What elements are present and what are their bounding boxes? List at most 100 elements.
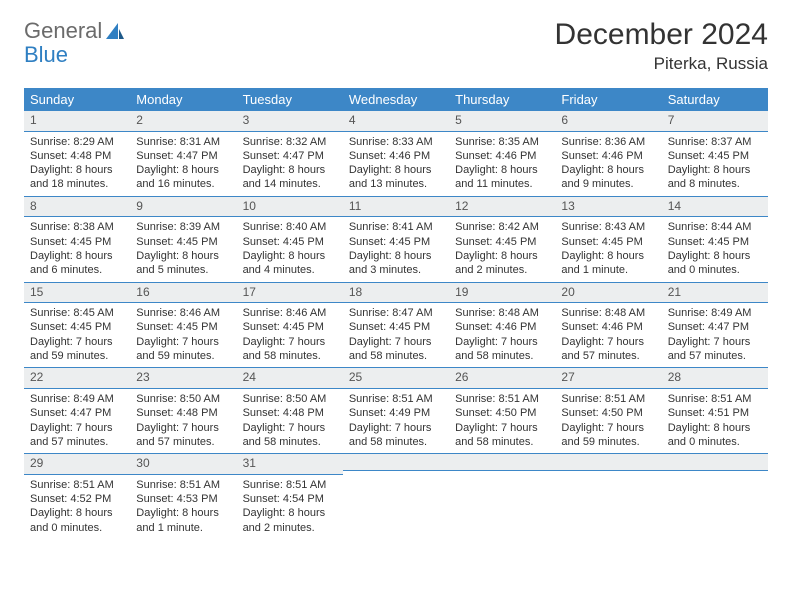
calendar-day-cell: 9Sunrise: 8:39 AMSunset: 4:45 PMDaylight… [130,196,236,282]
day-body: Sunrise: 8:51 AMSunset: 4:50 PMDaylight:… [449,389,555,453]
daylight-text: Daylight: 7 hours and 58 minutes. [455,335,549,364]
daylight-text: Daylight: 8 hours and 9 minutes. [561,163,655,192]
day-number: 21 [662,282,768,304]
daylight-text: Daylight: 8 hours and 0 minutes. [30,506,124,535]
day-body: Sunrise: 8:47 AMSunset: 4:45 PMDaylight:… [343,303,449,367]
sunrise-text: Sunrise: 8:46 AM [243,306,337,320]
day-body: Sunrise: 8:48 AMSunset: 4:46 PMDaylight:… [555,303,661,367]
col-tuesday: Tuesday [237,88,343,111]
sunrise-text: Sunrise: 8:45 AM [30,306,124,320]
calendar-day-cell: 18Sunrise: 8:47 AMSunset: 4:45 PMDayligh… [343,282,449,368]
calendar-day-cell: 5Sunrise: 8:35 AMSunset: 4:46 PMDaylight… [449,111,555,196]
day-number: 16 [130,282,236,304]
col-wednesday: Wednesday [343,88,449,111]
day-body: Sunrise: 8:45 AMSunset: 4:45 PMDaylight:… [24,303,130,367]
daylight-text: Daylight: 8 hours and 1 minute. [561,249,655,278]
calendar-day-cell: 10Sunrise: 8:40 AMSunset: 4:45 PMDayligh… [237,196,343,282]
calendar-day-cell: 24Sunrise: 8:50 AMSunset: 4:48 PMDayligh… [237,367,343,453]
sunset-text: Sunset: 4:45 PM [30,235,124,249]
day-number: 15 [24,282,130,304]
day-body: Sunrise: 8:48 AMSunset: 4:46 PMDaylight:… [449,303,555,367]
sunrise-text: Sunrise: 8:33 AM [349,135,443,149]
calendar-day-cell: 4Sunrise: 8:33 AMSunset: 4:46 PMDaylight… [343,111,449,196]
day-body: Sunrise: 8:50 AMSunset: 4:48 PMDaylight:… [130,389,236,453]
sunrise-text: Sunrise: 8:38 AM [30,220,124,234]
sunset-text: Sunset: 4:45 PM [136,235,230,249]
sunset-text: Sunset: 4:45 PM [349,235,443,249]
calendar-day-cell: 1Sunrise: 8:29 AMSunset: 4:48 PMDaylight… [24,111,130,196]
sunrise-text: Sunrise: 8:41 AM [349,220,443,234]
day-body: Sunrise: 8:51 AMSunset: 4:54 PMDaylight:… [237,475,343,539]
calendar-day-cell: 14Sunrise: 8:44 AMSunset: 4:45 PMDayligh… [662,196,768,282]
calendar-day-cell: 8Sunrise: 8:38 AMSunset: 4:45 PMDaylight… [24,196,130,282]
sunset-text: Sunset: 4:45 PM [668,149,762,163]
logo-text-general: General [24,18,102,44]
col-friday: Friday [555,88,661,111]
calendar-day-cell: 19Sunrise: 8:48 AMSunset: 4:46 PMDayligh… [449,282,555,368]
sunset-text: Sunset: 4:47 PM [136,149,230,163]
calendar-day-cell: 20Sunrise: 8:48 AMSunset: 4:46 PMDayligh… [555,282,661,368]
sunrise-text: Sunrise: 8:51 AM [349,392,443,406]
calendar-day-cell: 31Sunrise: 8:51 AMSunset: 4:54 PMDayligh… [237,453,343,539]
daylight-text: Daylight: 8 hours and 16 minutes. [136,163,230,192]
sunset-text: Sunset: 4:45 PM [668,235,762,249]
sunset-text: Sunset: 4:46 PM [561,320,655,334]
calendar-day-cell: 23Sunrise: 8:50 AMSunset: 4:48 PMDayligh… [130,367,236,453]
sunset-text: Sunset: 4:50 PM [561,406,655,420]
daylight-text: Daylight: 8 hours and 8 minutes. [668,163,762,192]
daylight-text: Daylight: 8 hours and 0 minutes. [668,249,762,278]
day-body: Sunrise: 8:44 AMSunset: 4:45 PMDaylight:… [662,217,768,281]
logo: General [24,18,126,44]
day-number: 5 [449,111,555,132]
daylight-text: Daylight: 7 hours and 58 minutes. [349,421,443,450]
daylight-text: Daylight: 7 hours and 57 minutes. [561,335,655,364]
daylight-text: Daylight: 7 hours and 57 minutes. [668,335,762,364]
sunrise-text: Sunrise: 8:44 AM [668,220,762,234]
calendar-day-cell: 13Sunrise: 8:43 AMSunset: 4:45 PMDayligh… [555,196,661,282]
calendar-day-cell: 22Sunrise: 8:49 AMSunset: 4:47 PMDayligh… [24,367,130,453]
calendar-day-cell [662,453,768,539]
day-body: Sunrise: 8:51 AMSunset: 4:53 PMDaylight:… [130,475,236,539]
sunset-text: Sunset: 4:49 PM [349,406,443,420]
sunset-text: Sunset: 4:47 PM [243,149,337,163]
sunrise-text: Sunrise: 8:50 AM [243,392,337,406]
calendar-week-row: 15Sunrise: 8:45 AMSunset: 4:45 PMDayligh… [24,282,768,368]
day-number: 1 [24,111,130,132]
sunset-text: Sunset: 4:52 PM [30,492,124,506]
daylight-text: Daylight: 8 hours and 0 minutes. [668,421,762,450]
day-body: Sunrise: 8:36 AMSunset: 4:46 PMDaylight:… [555,132,661,196]
day-body: Sunrise: 8:31 AMSunset: 4:47 PMDaylight:… [130,132,236,196]
month-title: December 2024 [555,18,768,52]
calendar-day-cell: 12Sunrise: 8:42 AMSunset: 4:45 PMDayligh… [449,196,555,282]
sunrise-text: Sunrise: 8:37 AM [668,135,762,149]
sunset-text: Sunset: 4:46 PM [349,149,443,163]
sunrise-text: Sunrise: 8:51 AM [136,478,230,492]
calendar-day-cell: 26Sunrise: 8:51 AMSunset: 4:50 PMDayligh… [449,367,555,453]
day-body: Sunrise: 8:50 AMSunset: 4:48 PMDaylight:… [237,389,343,453]
sunset-text: Sunset: 4:46 PM [455,149,549,163]
day-number: 10 [237,196,343,218]
day-number: 23 [130,367,236,389]
sunset-text: Sunset: 4:48 PM [30,149,124,163]
day-body: Sunrise: 8:49 AMSunset: 4:47 PMDaylight:… [24,389,130,453]
day-body: Sunrise: 8:46 AMSunset: 4:45 PMDaylight:… [237,303,343,367]
sunset-text: Sunset: 4:47 PM [668,320,762,334]
calendar-day-cell: 2Sunrise: 8:31 AMSunset: 4:47 PMDaylight… [130,111,236,196]
sunrise-text: Sunrise: 8:49 AM [30,392,124,406]
day-number-empty [555,453,661,471]
sunrise-text: Sunrise: 8:51 AM [455,392,549,406]
daylight-text: Daylight: 8 hours and 2 minutes. [243,506,337,535]
sunset-text: Sunset: 4:45 PM [561,235,655,249]
daylight-text: Daylight: 8 hours and 13 minutes. [349,163,443,192]
calendar-day-cell: 29Sunrise: 8:51 AMSunset: 4:52 PMDayligh… [24,453,130,539]
day-body: Sunrise: 8:51 AMSunset: 4:50 PMDaylight:… [555,389,661,453]
day-number-empty [662,453,768,471]
calendar-day-cell [555,453,661,539]
day-body: Sunrise: 8:32 AMSunset: 4:47 PMDaylight:… [237,132,343,196]
daylight-text: Daylight: 7 hours and 58 minutes. [455,421,549,450]
daylight-text: Daylight: 8 hours and 4 minutes. [243,249,337,278]
calendar-day-cell: 25Sunrise: 8:51 AMSunset: 4:49 PMDayligh… [343,367,449,453]
calendar-week-row: 1Sunrise: 8:29 AMSunset: 4:48 PMDaylight… [24,111,768,196]
sunrise-text: Sunrise: 8:51 AM [561,392,655,406]
sunrise-text: Sunrise: 8:51 AM [668,392,762,406]
